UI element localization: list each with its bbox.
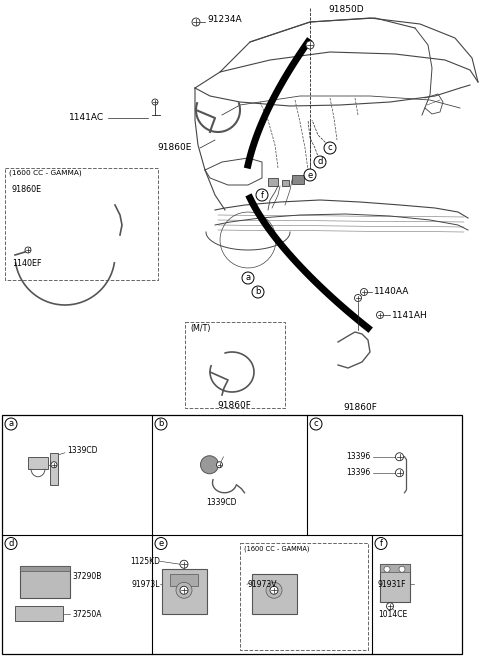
Text: f: f xyxy=(380,539,383,548)
Text: a: a xyxy=(245,274,251,283)
Text: 1339CD: 1339CD xyxy=(206,499,237,507)
Bar xyxy=(240,543,368,650)
Circle shape xyxy=(355,295,361,302)
Circle shape xyxy=(216,462,223,468)
Circle shape xyxy=(360,289,368,295)
Bar xyxy=(28,457,48,469)
Bar xyxy=(5,168,158,280)
Circle shape xyxy=(396,469,404,477)
Circle shape xyxy=(252,286,264,298)
Circle shape xyxy=(384,566,390,572)
Text: 91234A: 91234A xyxy=(207,16,241,24)
Bar xyxy=(252,574,297,614)
Bar xyxy=(380,564,410,572)
Text: 1141AH: 1141AH xyxy=(392,310,428,319)
Circle shape xyxy=(375,537,387,550)
Text: f: f xyxy=(261,190,264,199)
Text: 91973L: 91973L xyxy=(132,580,160,588)
Text: 91931F: 91931F xyxy=(378,580,407,588)
Text: 91860E: 91860E xyxy=(12,186,42,194)
Text: (1600 CC - GAMMA): (1600 CC - GAMMA) xyxy=(9,170,82,176)
Text: (M/T): (M/T) xyxy=(190,323,211,333)
Text: 1140AA: 1140AA xyxy=(374,287,409,297)
Text: 13396: 13396 xyxy=(346,468,371,478)
Circle shape xyxy=(270,586,278,594)
Circle shape xyxy=(192,18,200,26)
Circle shape xyxy=(5,418,17,430)
Bar xyxy=(20,566,70,571)
Text: b: b xyxy=(158,419,164,428)
Bar xyxy=(2,415,462,654)
Text: 91850D: 91850D xyxy=(328,5,364,14)
Circle shape xyxy=(310,418,322,430)
Text: c: c xyxy=(314,419,318,428)
Bar xyxy=(268,178,278,186)
Bar xyxy=(15,606,63,621)
Text: 1141AC: 1141AC xyxy=(69,113,104,123)
Circle shape xyxy=(266,583,282,598)
Circle shape xyxy=(51,462,57,468)
Circle shape xyxy=(155,537,167,550)
Circle shape xyxy=(25,247,31,253)
Text: (1600 CC - GAMMA): (1600 CC - GAMMA) xyxy=(244,545,310,552)
Circle shape xyxy=(399,566,405,572)
Circle shape xyxy=(5,537,17,550)
Text: 91973V: 91973V xyxy=(247,580,276,588)
Bar xyxy=(20,566,70,598)
Circle shape xyxy=(180,560,188,568)
Circle shape xyxy=(155,418,167,430)
Circle shape xyxy=(306,41,314,49)
Circle shape xyxy=(304,169,316,181)
Text: c: c xyxy=(328,144,332,152)
Text: b: b xyxy=(255,287,261,297)
Text: 91860E: 91860E xyxy=(157,144,192,152)
Bar xyxy=(380,564,410,602)
Text: 1125KD: 1125KD xyxy=(130,557,160,565)
Bar xyxy=(170,574,198,586)
Circle shape xyxy=(242,272,254,284)
Text: 1339CD: 1339CD xyxy=(67,446,97,455)
Circle shape xyxy=(386,603,394,609)
Circle shape xyxy=(180,586,188,594)
Bar xyxy=(50,453,58,485)
Text: 37290B: 37290B xyxy=(72,572,101,581)
Bar xyxy=(185,322,285,408)
Text: e: e xyxy=(158,539,164,548)
Text: 13396: 13396 xyxy=(346,452,371,461)
Circle shape xyxy=(376,312,384,319)
Circle shape xyxy=(201,456,218,474)
Text: 91860F: 91860F xyxy=(217,401,251,409)
Circle shape xyxy=(256,189,268,201)
Circle shape xyxy=(396,453,404,461)
Text: 37250A: 37250A xyxy=(72,609,101,619)
Text: 1140EF: 1140EF xyxy=(12,258,41,268)
Circle shape xyxy=(324,142,336,154)
Bar xyxy=(282,180,289,186)
Circle shape xyxy=(314,156,326,168)
Circle shape xyxy=(176,583,192,598)
Circle shape xyxy=(152,99,158,105)
Text: e: e xyxy=(307,171,312,180)
Text: 91860F: 91860F xyxy=(343,403,377,413)
Text: a: a xyxy=(9,419,13,428)
Text: d: d xyxy=(8,539,14,548)
Text: d: d xyxy=(317,157,323,167)
Text: 1014CE: 1014CE xyxy=(378,609,407,619)
Bar xyxy=(292,175,304,184)
Bar xyxy=(162,569,207,614)
